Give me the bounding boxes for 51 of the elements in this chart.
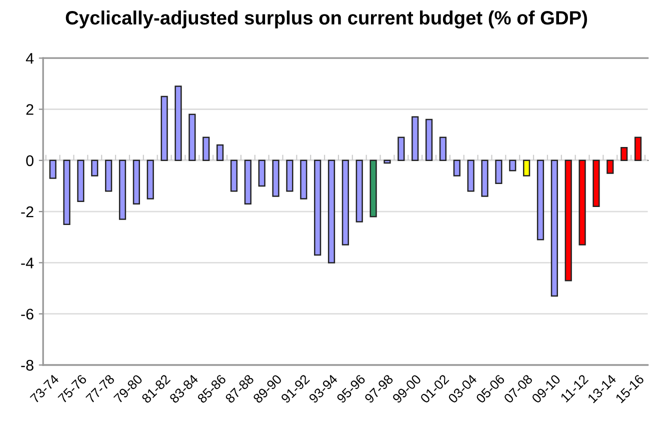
bar: [578, 160, 586, 246]
bar: [384, 160, 391, 164]
bar: [606, 160, 614, 174]
bar: [328, 160, 336, 264]
y-tick-label: 2: [26, 104, 34, 115]
bar: [523, 160, 530, 176]
bar: [230, 160, 238, 192]
bar: [453, 160, 460, 176]
bar: [49, 160, 56, 179]
bar: [564, 160, 572, 282]
bar: [314, 160, 322, 256]
bar: [495, 160, 502, 184]
bar: [244, 160, 252, 205]
bar: [174, 86, 182, 162]
bar: [202, 136, 210, 162]
bar: [77, 160, 84, 202]
y-tick-label: -6: [21, 308, 34, 320]
y-tick-label: 0: [26, 155, 34, 166]
bar: [509, 160, 516, 172]
chart-title: Cyclically-adjusted surplus on current budget (% of GDP): [66, 10, 588, 28]
bar: [439, 136, 447, 162]
y-tick-label: -4: [21, 258, 34, 268]
y-tick-label: -2: [21, 206, 34, 218]
bar: [467, 160, 474, 192]
bar: [536, 160, 544, 240]
y-tick-label: -8: [21, 360, 34, 371]
bar: [342, 160, 349, 246]
bar: [286, 160, 294, 192]
bar: [398, 136, 405, 162]
bar: [592, 160, 600, 208]
bar: [188, 114, 196, 162]
bar: [300, 160, 308, 200]
bar: [272, 160, 280, 197]
bar: [63, 160, 70, 225]
bar: [550, 160, 558, 297]
bar: [216, 144, 224, 162]
bar: [258, 160, 266, 187]
y-tick-label: 4: [26, 53, 34, 64]
bar: [634, 136, 642, 162]
bar: [146, 160, 154, 200]
bar: [132, 160, 140, 205]
bar: [412, 116, 419, 162]
bar: [118, 160, 126, 220]
bar: [105, 160, 112, 192]
bar: [91, 160, 98, 176]
bar: [160, 96, 168, 162]
bar: [425, 118, 433, 162]
bar: [370, 160, 377, 218]
bar: [481, 160, 488, 197]
bar: [620, 146, 628, 162]
bar: [356, 160, 363, 222]
